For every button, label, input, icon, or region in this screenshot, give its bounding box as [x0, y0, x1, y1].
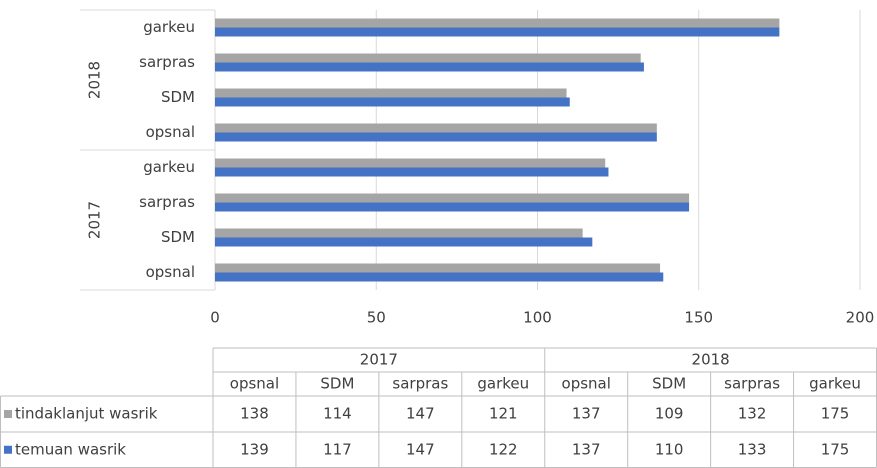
table-group: 2018	[692, 351, 730, 369]
x-tick-label: 200	[846, 309, 875, 327]
table-category: sarpras	[724, 375, 780, 393]
table-value: 137	[572, 405, 601, 423]
category-label: opsnal	[146, 263, 195, 281]
bar	[215, 62, 644, 72]
table-value: 117	[323, 440, 352, 458]
table-category: sarpras	[392, 375, 448, 393]
table-value: 139	[240, 440, 269, 458]
table-category: SDM	[652, 375, 686, 393]
group-label: 2018	[86, 61, 104, 99]
bar	[215, 132, 657, 142]
table-value: 147	[406, 440, 435, 458]
category-label: sarpras	[139, 193, 195, 211]
bar	[215, 272, 664, 282]
table-value: 175	[821, 440, 850, 458]
category-label: SDM	[161, 88, 195, 106]
table-value: 109	[655, 405, 684, 423]
table-value: 133	[738, 440, 767, 458]
table-category: garkeu	[477, 375, 529, 393]
legend-label: tindaklanjut wasrik	[15, 405, 158, 423]
table-value: 132	[738, 405, 767, 423]
x-tick-label: 0	[210, 309, 220, 327]
table-value: 147	[406, 405, 435, 423]
group-label: 2017	[86, 201, 104, 239]
table-value: 110	[655, 440, 684, 458]
category-label: garkeu	[143, 158, 195, 176]
category-label: sarpras	[139, 53, 195, 71]
bar	[215, 158, 606, 168]
table-value: 137	[572, 440, 601, 458]
bar	[215, 18, 780, 28]
bar	[215, 167, 609, 177]
table-value: 175	[821, 405, 850, 423]
table-category: SDM	[320, 375, 354, 393]
bar	[215, 27, 780, 37]
bar	[215, 123, 657, 133]
category-label: opsnal	[146, 123, 195, 141]
x-tick-label: 100	[523, 309, 552, 327]
table-category: garkeu	[809, 375, 861, 393]
bar	[215, 193, 690, 203]
x-tick-label: 50	[367, 309, 386, 327]
category-label: garkeu	[143, 18, 195, 36]
table-value: 122	[489, 440, 518, 458]
bar	[215, 228, 583, 238]
bar	[215, 88, 567, 98]
table-value: 114	[323, 405, 352, 423]
legend-label: temuan wasrik	[15, 440, 126, 458]
category-label: SDM	[161, 228, 195, 246]
x-tick-label: 150	[684, 309, 713, 327]
table-value: 138	[240, 405, 269, 423]
bar	[215, 237, 593, 247]
table-category: opsnal	[230, 375, 279, 393]
bar	[215, 263, 661, 273]
bar	[215, 202, 690, 212]
legend-swatch	[4, 445, 12, 454]
bar	[215, 53, 641, 63]
table-group: 2017	[360, 351, 398, 369]
table-value: 121	[489, 405, 518, 423]
legend-swatch	[4, 410, 12, 418]
bar	[215, 97, 570, 107]
table-category: opsnal	[562, 375, 611, 393]
